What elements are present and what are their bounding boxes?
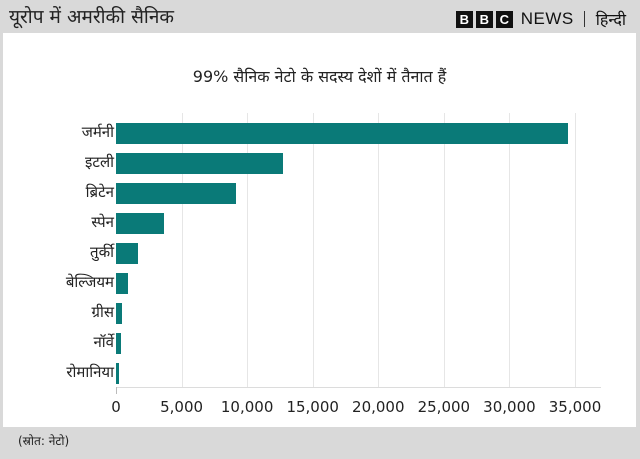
gridline <box>312 113 314 388</box>
x-axis-line <box>116 387 601 388</box>
bar <box>116 363 120 384</box>
gridline <box>575 113 576 388</box>
bar-chart-plot: 0 5,000 10,000 15,000 20,000 25,000 30,000 35,0… <box>3 33 636 427</box>
x-tick-label: 20,000 <box>352 398 405 416</box>
bar <box>116 213 164 234</box>
bbc-logo-letter-b2: B <box>475 10 493 28</box>
chart-panel: 99% सैनिक नेटो के सदस्य देशों में तैनात … <box>3 33 636 427</box>
bar <box>116 273 128 294</box>
source-note: (स्रोत: नेटो) <box>18 434 70 448</box>
category-label: स्पेन <box>91 213 114 231</box>
category-label: तुर्की <box>90 243 114 261</box>
bar <box>116 123 569 144</box>
category-label: नॉर्वे <box>93 333 114 351</box>
x-tick-label: 0 <box>111 398 121 416</box>
category-label: ब्रिटेन <box>85 183 114 201</box>
x-tick-label: 30,000 <box>483 398 536 416</box>
gridline <box>181 113 183 388</box>
page-title: यूरोप में अमरीकी सैनिक <box>9 6 174 28</box>
brand-divider <box>583 11 585 27</box>
x-tick-label: 25,000 <box>417 398 471 416</box>
language-label: हिन्दी <box>595 10 626 29</box>
news-wordmark: NEWS <box>520 9 574 28</box>
x-tick-label: 5,000 <box>160 398 204 416</box>
x-axis-zero-tick <box>116 387 117 394</box>
category-label: ग्रीस <box>91 303 115 321</box>
bbc-logo-letter-c: C <box>495 10 513 28</box>
gridline <box>509 113 511 388</box>
bar <box>116 243 139 264</box>
category-label: रोमानिया <box>66 363 114 381</box>
x-tick-label: 10,000 <box>220 398 274 416</box>
bar <box>116 183 236 204</box>
gridline <box>378 113 380 388</box>
category-label: इटली <box>85 153 114 171</box>
bar <box>116 333 121 354</box>
chart-title: 99% सैनिक नेटो के सदस्य देशों में तैनात … <box>192 67 447 86</box>
x-tick-label: 15,000 <box>286 398 339 416</box>
bbc-news-hindi-logo: B B C NEWS हिन्दी <box>455 8 626 30</box>
gridline <box>443 113 445 388</box>
category-label: जर्मनी <box>81 123 114 141</box>
bbc-logo-letter-b1: B <box>455 10 473 28</box>
category-label: बेल्जियम <box>65 273 114 291</box>
gridline <box>247 113 249 388</box>
x-tick-label: 35,000 <box>548 398 602 416</box>
header-bar: यूरोप में अमरीकी सैनिक B B C NEWS हिन्दी <box>0 0 640 33</box>
bar <box>116 303 122 324</box>
bar <box>116 153 283 174</box>
